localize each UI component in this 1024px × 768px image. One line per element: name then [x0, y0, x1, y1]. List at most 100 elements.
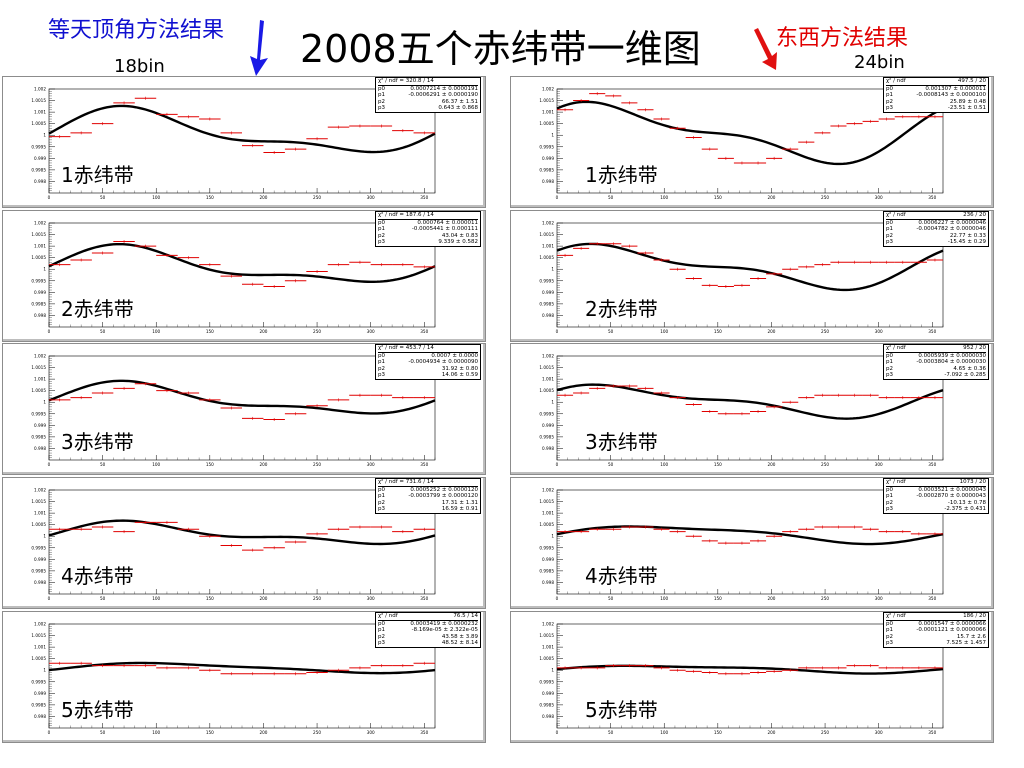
- fit-stats-box: χ² / ndf = 320.8 / 14 p0 0.0007214 ± 0.000…: [375, 77, 481, 113]
- param-value-p3: -23.51 ± 0.51: [947, 105, 986, 111]
- param-name: p0: [378, 85, 385, 92]
- param-name: p0: [378, 620, 385, 627]
- param-name: p1: [378, 226, 385, 232]
- fit-curve: [48, 379, 436, 415]
- param-value-p2: 17.31 ± 1.31: [441, 499, 478, 506]
- param-value-p3: 14.06 ± 0.59: [441, 372, 478, 378]
- param-value-p1: -0.0002870 ± 0.0000043: [916, 493, 986, 499]
- chi2-label: χ² / ndf: [378, 613, 398, 619]
- y-tick-label: 0.998: [34, 179, 46, 184]
- param-name: p1: [886, 627, 893, 633]
- x-tick-label: 0: [48, 462, 51, 467]
- y-tick-label: 1.002: [34, 87, 46, 92]
- x-tick-label: 200: [767, 730, 775, 735]
- x-tick-label: 0: [556, 329, 559, 334]
- y-tick-label: 0.9985: [31, 301, 46, 306]
- y-tick-label: 1: [551, 133, 554, 138]
- right-method-label: 东西方法结果: [776, 26, 909, 51]
- param-name: p2: [378, 633, 385, 640]
- param-value-p1: -0.0004782 ± 0.0000046: [916, 226, 986, 232]
- param-name: p2: [886, 633, 893, 640]
- param-value-p0: 0.0007 ± 0.0000: [431, 352, 478, 359]
- param-value-p1: -0.0003799 ± 0.0000120: [408, 493, 478, 499]
- y-tick-label: 0.9985: [539, 167, 554, 172]
- param-value-p3: -2.375 ± 0.431: [944, 506, 986, 512]
- param-name: p2: [886, 365, 893, 372]
- y-tick-label: 1.002: [34, 622, 46, 627]
- y-tick-label: 1.002: [542, 488, 554, 493]
- chi2-label: χ² / ndf: [886, 613, 906, 619]
- left-bin-label: 18bin: [114, 56, 165, 77]
- x-tick-label: 300: [875, 730, 883, 735]
- fit-stats-box: χ² / ndf 236 / 20 p0 0.0006227 ± 0.0000046 p…: [883, 211, 989, 247]
- x-tick-label: 300: [367, 329, 375, 334]
- y-tick-label: 0.9985: [539, 434, 554, 439]
- param-value-p2: 15.7 ± 2.6: [956, 633, 986, 640]
- y-tick-label: 0.998: [34, 714, 46, 719]
- chi2-value: 236 / 20: [963, 212, 986, 218]
- x-tick-label: 50: [100, 329, 106, 334]
- x-tick-label: 150: [714, 730, 722, 735]
- chart-panel-1-right: 1.002 1.0015 1.001 1.0005 1 0.9995 0.999 0.9985…: [510, 76, 994, 208]
- param-name: p2: [378, 365, 385, 372]
- band-label: 4赤纬带: [585, 564, 658, 588]
- x-tick-label: 300: [367, 730, 375, 735]
- param-value-p3: 48.52 ± 8.14: [441, 640, 478, 646]
- param-value-p1: -0.0004934 ± 0.0000090: [408, 359, 478, 365]
- chart-panel-2-left: 1.002 1.0015 1.001 1.0005 1 0.9995 0.999 0.9985…: [2, 210, 486, 342]
- param-value-p0: 0.001307 ± 0.000011: [925, 85, 986, 92]
- band-label: 1赤纬带: [585, 163, 658, 187]
- x-tick-label: 50: [608, 462, 614, 467]
- chi2-label: χ² / ndf: [886, 78, 906, 84]
- band-label: 1赤纬带: [61, 163, 134, 187]
- param-value-p2: -10.13 ± 0.78: [947, 499, 986, 506]
- fit-stats-box: χ² / ndf 952 / 20 p0 0.0005939 ± 0.0000030 p…: [883, 344, 989, 380]
- y-tick-label: 1: [43, 400, 46, 405]
- x-tick-label: 300: [875, 596, 883, 601]
- blue-down-arrow-icon: [250, 20, 268, 76]
- param-name: p1: [378, 493, 385, 499]
- y-tick-label: 0.999: [34, 557, 46, 562]
- chart-svg: 1.0021.00151.0011.000510.99950.9990.9985…: [539, 622, 944, 735]
- param-name: p1: [378, 627, 385, 633]
- param-value-p2: 31.92 ± 0.80: [441, 365, 478, 372]
- param-name: p2: [886, 98, 893, 105]
- chart-panel-4-left: 1.002 1.0015 1.001 1.0005 1 0.9995 0.999 0.9985…: [2, 477, 486, 609]
- y-tick-label: 0.9985: [31, 167, 46, 172]
- y-tick-label: 1.0015: [539, 98, 554, 103]
- chi2-label: χ² / ndf = 731.6 / 14: [378, 479, 434, 485]
- y-tick-label: 0.999: [542, 557, 554, 562]
- chart-svg: 1.0021.00151.0011.000510.99950.9990.9985…: [31, 87, 436, 200]
- chi2-value: 76.5 / 14: [453, 613, 478, 619]
- fit-stats-box: χ² / ndf = 453.7 / 14 p0 0.0007 ± 0.0000 p1…: [375, 344, 481, 380]
- y-tick-label: 1.001: [34, 377, 46, 382]
- y-tick-label: 0.9985: [31, 568, 46, 573]
- x-tick-label: 100: [152, 596, 160, 601]
- y-tick-label: 0.9985: [539, 702, 554, 707]
- x-tick-label: 350: [928, 329, 936, 334]
- x-tick-label: 100: [660, 730, 668, 735]
- x-tick-label: 300: [367, 462, 375, 467]
- x-tick-label: 100: [152, 195, 160, 200]
- page-title: 2008五个赤纬带一维图: [300, 27, 701, 71]
- x-tick-label: 350: [420, 596, 428, 601]
- param-name: p1: [886, 226, 893, 232]
- y-tick-label: 1.001: [34, 110, 46, 115]
- y-tick-label: 1.0015: [31, 98, 46, 103]
- y-tick-label: 0.9985: [31, 434, 46, 439]
- param-name: p2: [378, 499, 385, 506]
- y-tick-label: 0.998: [34, 313, 46, 318]
- y-tick-label: 1.001: [34, 645, 46, 650]
- x-tick-label: 100: [152, 730, 160, 735]
- y-tick-label: 0.998: [542, 179, 554, 184]
- y-tick-label: 1.0015: [31, 365, 46, 370]
- x-tick-label: 200: [259, 329, 267, 334]
- y-tick-label: 0.9995: [539, 679, 554, 684]
- x-tick-label: 50: [608, 329, 614, 334]
- x-tick-label: 200: [767, 329, 775, 334]
- y-tick-label: 1.0005: [31, 121, 46, 126]
- chart-panel-3-right: 1.002 1.0015 1.001 1.0005 1 0.9995 0.999 0.9985…: [510, 343, 994, 475]
- param-name: p3: [378, 239, 385, 245]
- left-method-label: 等天顶角方法结果: [48, 18, 225, 43]
- chart-svg: 1.0021.00151.0011.000510.99950.9990.9985…: [31, 221, 436, 334]
